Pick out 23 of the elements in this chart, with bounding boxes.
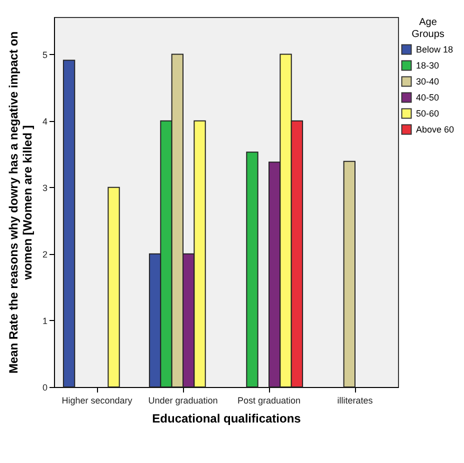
bar — [343, 160, 356, 388]
bar — [108, 186, 120, 388]
y-axis-title: Mean Rate the reasons why dowry has a negative impact on women [Women are killed ] — [6, 31, 34, 374]
legend-label: Below 18 — [416, 44, 454, 54]
legend-label: 18-30 — [416, 60, 440, 70]
x-axis-title: Educational qualifications — [152, 412, 302, 426]
legend-label: 50-60 — [416, 108, 440, 118]
y-tick-label: 2 — [42, 249, 48, 260]
y-tick-label: 1 — [42, 316, 48, 326]
bar — [246, 152, 258, 388]
legend-label: 30-40 — [416, 76, 440, 86]
legend-label: 40-50 — [416, 92, 440, 102]
x-tick-label: Under graduation — [148, 396, 218, 406]
y-tick-label: 0 — [42, 382, 48, 392]
x-tick-label: Higher secondary — [62, 396, 133, 406]
bar — [62, 60, 76, 388]
y-tick-label: 5 — [42, 50, 48, 60]
legend-title: Age Groups — [412, 17, 444, 40]
legend-label: Above 60 — [416, 124, 454, 134]
y-tick-label: 3 — [42, 182, 48, 193]
x-tick-label: illiterates — [337, 396, 374, 406]
x-tick-label: Post graduation — [237, 396, 301, 406]
y-tick-label: 4 — [42, 116, 48, 126]
